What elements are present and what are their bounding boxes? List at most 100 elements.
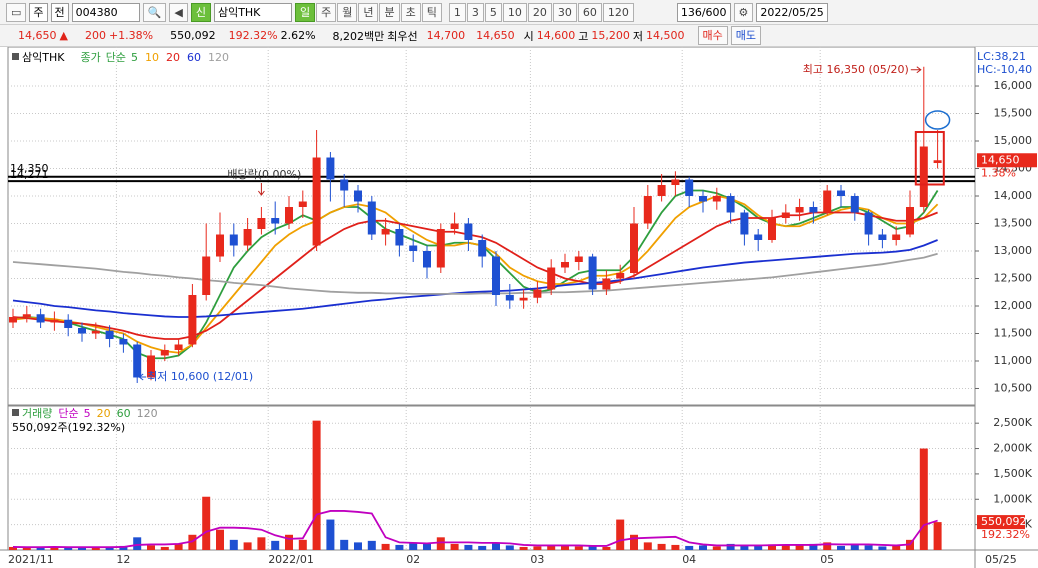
price-tag-change: 1.38%	[981, 166, 1016, 179]
candle-body	[105, 330, 114, 339]
legend-label: 단순	[58, 407, 78, 420]
legend-entry: 10	[145, 51, 159, 64]
candle-body	[298, 201, 307, 208]
candle-body	[243, 229, 252, 246]
search-btn[interactable]: 🔍	[142, 2, 167, 22]
volume-bar	[216, 529, 224, 550]
interval-btn[interactable]: 5	[484, 2, 502, 22]
volume-summary: 550,092주(192.32%)	[12, 421, 125, 434]
interval-btn[interactable]: 3	[466, 2, 484, 22]
volume-bar	[823, 542, 832, 550]
sound-btn[interactable]: ◀	[169, 2, 188, 22]
candle-body	[864, 212, 873, 235]
volume-bar	[933, 522, 942, 550]
turnover: 2.62%	[280, 29, 316, 42]
candle-body	[36, 314, 45, 323]
interval-btn[interactable]: 60	[577, 2, 602, 22]
candle-body	[809, 207, 818, 213]
volume-bar	[850, 544, 859, 550]
y-tick-label: 13,000	[994, 244, 1033, 257]
annotation-arrow	[258, 183, 265, 196]
period-tab[interactable]: 초	[400, 2, 421, 22]
y-tick-label: 1,500K	[993, 467, 1032, 480]
candle-body	[381, 229, 390, 235]
ma-line	[12, 239, 938, 318]
volume-bar	[630, 534, 638, 550]
candle-body	[781, 212, 790, 219]
candle-body	[409, 245, 418, 251]
candle-body	[602, 278, 611, 290]
x-tick-label: 04	[682, 553, 696, 566]
volume-bar	[423, 543, 431, 550]
candle-body	[933, 160, 942, 164]
menu-icon[interactable]: ▭	[6, 2, 27, 22]
volume-bar	[685, 545, 694, 550]
interval-btn[interactable]: 1	[448, 2, 466, 22]
volume-bar	[340, 539, 349, 550]
interval-btn[interactable]: 120	[602, 2, 634, 22]
best-label: 최우선	[387, 29, 418, 43]
candle-body	[354, 190, 362, 202]
tool-btn[interactable]: ⚙	[733, 2, 754, 22]
period-select[interactable]: 주	[29, 2, 48, 22]
candle-body	[78, 327, 86, 334]
volume-bar	[22, 547, 31, 550]
annotation-dividend: 배당락(0.00%)	[227, 168, 301, 181]
ma-line	[12, 252, 938, 295]
volume-bar	[174, 543, 183, 550]
badge: 신	[190, 2, 211, 22]
candle-body	[588, 256, 597, 290]
legend-entry: 60	[187, 51, 201, 64]
ma-line	[12, 510, 938, 549]
prev-select[interactable]: 전	[50, 2, 69, 22]
volume-bar	[105, 547, 114, 550]
interval-btn[interactable]: 30	[552, 2, 577, 22]
volume-bar	[367, 540, 376, 550]
count: 136/600	[676, 2, 731, 22]
candle-body	[160, 349, 169, 356]
period-tab[interactable]: 일	[294, 2, 316, 22]
period-tab[interactable]: 주	[316, 2, 337, 22]
candle-body	[547, 267, 556, 290]
period-tab[interactable]: 년	[358, 2, 379, 22]
open-label: 시	[523, 29, 534, 43]
interval-btn[interactable]: 10	[502, 2, 527, 22]
volume-bar	[147, 545, 155, 550]
candle-body	[823, 190, 832, 213]
sell-btn[interactable]: 매도	[730, 26, 762, 45]
candle-body	[395, 229, 404, 246]
volume-bar	[395, 544, 404, 550]
volume-bar	[257, 537, 266, 550]
candle-body	[768, 218, 776, 241]
code-input[interactable]: 004380	[71, 2, 140, 22]
period-tab[interactable]: 월	[337, 2, 358, 22]
volume-bar	[312, 420, 321, 550]
volume-bar	[602, 546, 611, 550]
candle-body	[202, 256, 211, 295]
candle-body	[561, 261, 569, 268]
x-tick-label: 02	[406, 553, 420, 566]
volume-bar	[354, 542, 362, 550]
date-input[interactable]: 2022/05/25	[756, 2, 828, 22]
volume-bar	[671, 544, 680, 550]
volume-bar	[837, 545, 845, 550]
volume-title: 거래량	[22, 407, 52, 420]
volume-bar	[547, 544, 556, 550]
vol-ratio: 192.32%	[228, 29, 278, 42]
period-tab[interactable]: 틱	[421, 2, 442, 22]
candle-body	[919, 146, 928, 208]
volume-bar	[188, 534, 197, 550]
period-tab[interactable]: 분	[379, 2, 400, 22]
volume-bar	[91, 546, 100, 550]
indicator: LC:38,21	[977, 50, 1026, 63]
intervals: 1 3 5 10 20 30 60 120	[448, 2, 634, 22]
buy-btn[interactable]: 매수	[697, 26, 728, 45]
low: 14,500	[646, 29, 685, 42]
volume-bar	[285, 534, 293, 550]
y-tick-label: 13,500	[994, 217, 1033, 230]
annotation-arrow	[910, 66, 922, 74]
interval-btn[interactable]: 20	[527, 2, 552, 22]
volume-bar	[243, 542, 252, 550]
y-tick-label: 2,500K	[993, 416, 1032, 429]
